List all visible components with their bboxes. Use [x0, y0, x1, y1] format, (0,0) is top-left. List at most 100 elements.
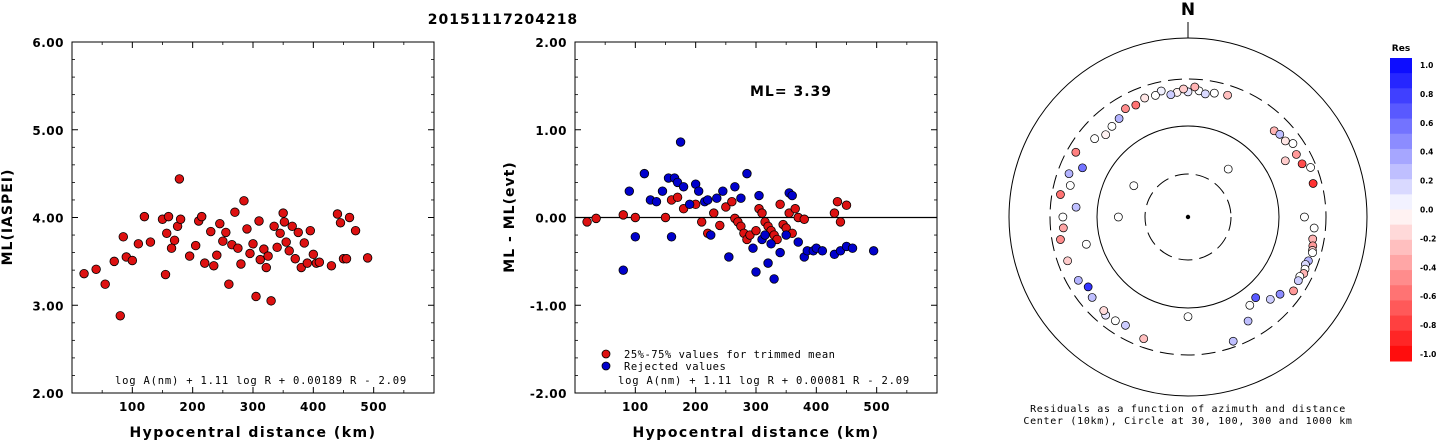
- middle-data-point: [618, 210, 628, 220]
- polar-station-point: [1129, 181, 1139, 191]
- left-data-point: [133, 239, 144, 249]
- left-xtick-label: 100: [119, 400, 146, 414]
- polar-station-point: [1064, 169, 1074, 179]
- left-ytick-label: 4.00: [32, 212, 64, 226]
- left-data-point: [299, 238, 309, 248]
- middle-data-point: [630, 212, 641, 223]
- middle-y-axis-label: ML - ML(evt): [502, 161, 518, 272]
- polar-station-point: [1139, 334, 1149, 344]
- middle-data-point: [697, 217, 707, 227]
- middle-data-point: [721, 202, 731, 212]
- polar-station-point: [1228, 336, 1238, 346]
- left-data-point: [308, 249, 319, 260]
- colorbar-cell: [1390, 88, 1412, 104]
- legend-accepted-marker: [601, 349, 611, 359]
- middle-xtick-label: 300: [743, 400, 770, 414]
- colorbar-tick-label: -0.4: [1420, 263, 1436, 272]
- colorbar-tick-label: -0.8: [1420, 321, 1436, 330]
- left-data-point: [160, 269, 171, 280]
- middle-data-point: [718, 186, 728, 196]
- polar-station-point: [1056, 235, 1065, 244]
- polar-station-point: [1056, 190, 1065, 199]
- polar-station-point: [1288, 139, 1298, 148]
- polar-station-point: [1081, 239, 1091, 249]
- middle-data-point: [715, 220, 725, 231]
- left-data-point: [109, 256, 119, 267]
- middle-data-point: [781, 230, 791, 240]
- colorbar-cell: [1390, 164, 1412, 180]
- middle-formula: log A(nm) + 1.11 log R + 0.00081 R - 2.0…: [618, 375, 910, 387]
- polar-station-point: [1223, 164, 1233, 174]
- colorbar-cell: [1390, 133, 1412, 150]
- middle-data-point: [754, 190, 764, 201]
- left-data-point: [335, 218, 346, 228]
- colorbar-tick-label: 1.0: [1420, 61, 1433, 70]
- middle-data-point: [847, 243, 858, 253]
- colorbar-cell: [1390, 239, 1412, 256]
- middle-data-point: [841, 200, 852, 210]
- left-data-point: [261, 262, 271, 273]
- left-data-point: [174, 174, 185, 184]
- middle-ytick-label: -2.00: [530, 387, 567, 401]
- left-data-point: [254, 216, 264, 226]
- left-ytick-label: 3.00: [32, 299, 64, 313]
- left-data-point: [162, 228, 172, 238]
- middle-data-point: [582, 217, 592, 227]
- left-data-point: [163, 211, 174, 222]
- middle-data-point: [684, 199, 695, 210]
- colorbar-cell: [1390, 285, 1412, 301]
- left-data-point: [281, 237, 291, 247]
- polar-station-point: [1083, 282, 1093, 292]
- left-xtick-label: 300: [240, 400, 267, 414]
- left-panel: ML(IASPEI) Hypocentral distance (km) log…: [0, 36, 435, 441]
- polar-station-point: [1280, 136, 1290, 146]
- colorbar-cell: [1390, 118, 1412, 135]
- left-data-point: [326, 261, 337, 271]
- ring-300km: [1049, 78, 1327, 356]
- polar-station-point: [1300, 212, 1309, 222]
- polar-station-point: [1265, 294, 1275, 304]
- left-data-point: [230, 207, 240, 217]
- left-data-point: [341, 254, 352, 264]
- middle-data-point: [817, 246, 828, 256]
- colorbar-cell: [1390, 300, 1412, 317]
- middle-data-point: [639, 168, 650, 179]
- left-data-point: [278, 208, 288, 218]
- polar-station-point: [1073, 275, 1083, 285]
- left-data-point: [314, 257, 325, 267]
- middle-data-point: [748, 243, 758, 253]
- left-ytick-label: 6.00: [32, 36, 64, 50]
- left-data-point: [115, 311, 125, 321]
- polar-caption-line1: Residuals as a function of azimuth and d…: [1030, 404, 1346, 415]
- left-data-point: [175, 214, 186, 224]
- middle-data-point: [787, 190, 797, 201]
- middle-xtick-label: 200: [682, 400, 709, 414]
- middle-data-point: [666, 232, 677, 242]
- colorbar-cell: [1390, 345, 1412, 362]
- middle-ytick-label: 0.00: [535, 212, 567, 226]
- left-xtick-label: 400: [300, 400, 327, 414]
- middle-data-point: [775, 199, 785, 210]
- middle-data-point: [712, 193, 722, 203]
- middle-data-point: [591, 213, 601, 224]
- middle-x-axis-label: Hypocentral distance (km): [632, 425, 879, 441]
- left-data-point: [145, 237, 156, 247]
- colorbar-cell: [1390, 103, 1412, 120]
- polar-station-point: [1280, 156, 1290, 166]
- middle-panel: ML - ML(evt) Hypocentral distance (km) M…: [502, 36, 938, 441]
- colorbar-tick-label: 0.6: [1420, 119, 1433, 128]
- left-data-point: [218, 236, 228, 246]
- middle-data-point: [763, 258, 773, 268]
- left-data-point: [290, 254, 300, 264]
- left-data-point: [239, 196, 249, 206]
- left-data-point: [118, 232, 128, 242]
- polar-station-point: [1099, 306, 1109, 315]
- middle-data-point: [660, 212, 671, 223]
- left-data-point: [242, 224, 252, 234]
- left-data-point: [248, 239, 258, 249]
- left-data-point: [302, 258, 313, 268]
- left-data-point: [169, 235, 180, 246]
- epicenter-dot: [1185, 214, 1191, 220]
- left-xtick-label: 200: [179, 400, 206, 414]
- figure-title: 20151117204218: [428, 12, 578, 28]
